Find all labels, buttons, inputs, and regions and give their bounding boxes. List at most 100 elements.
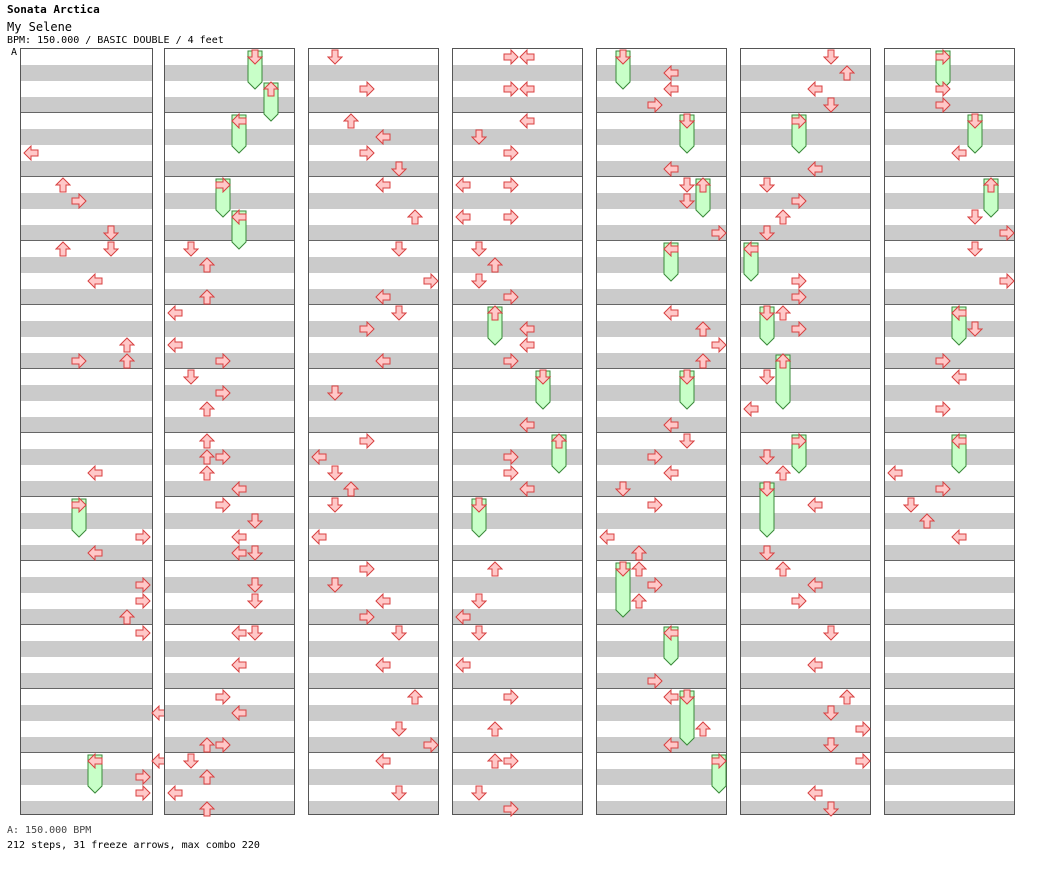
arrow-right-icon	[359, 433, 375, 449]
freeze-head-down-icon	[615, 49, 631, 65]
arrow-right-icon	[215, 385, 231, 401]
measure-line	[597, 304, 726, 305]
arrow-up-icon	[695, 353, 711, 369]
measure-line	[453, 560, 582, 561]
freeze-head-right-icon	[791, 433, 807, 449]
measure-line	[165, 432, 294, 433]
arrow-right-icon	[935, 353, 951, 369]
measure-line	[21, 304, 152, 305]
arrow-right-icon	[791, 193, 807, 209]
measure-line	[453, 112, 582, 113]
arrow-right-icon	[647, 449, 663, 465]
arrow-right-icon	[935, 481, 951, 497]
freeze-arrow-down	[759, 482, 775, 538]
freeze-head-up-icon	[695, 177, 711, 193]
arrow-right-icon	[215, 353, 231, 369]
arrow-left-icon	[663, 161, 679, 177]
arrow-left-icon	[167, 785, 183, 801]
arrow-right-icon	[423, 273, 439, 289]
arrow-right-icon	[503, 753, 519, 769]
arrow-right-icon	[215, 737, 231, 753]
arrow-left-icon	[231, 545, 247, 561]
arrow-down-icon	[471, 785, 487, 801]
arrow-up-icon	[343, 113, 359, 129]
arrow-up-icon	[631, 561, 647, 577]
arrow-left-icon	[231, 705, 247, 721]
arrow-left-icon	[951, 369, 967, 385]
chart-column-5	[596, 48, 727, 815]
arrow-right-icon	[71, 193, 87, 209]
arrow-right-icon	[999, 273, 1015, 289]
arrow-right-icon	[999, 225, 1015, 241]
freeze-head-up-icon	[775, 353, 791, 369]
arrow-down-icon	[967, 241, 983, 257]
arrow-right-icon	[647, 97, 663, 113]
arrow-left-icon	[375, 289, 391, 305]
freeze-head-up-icon	[263, 81, 279, 97]
measure-line	[453, 688, 582, 689]
measure-line	[165, 496, 294, 497]
measure-line	[309, 560, 438, 561]
arrow-left-icon	[807, 497, 823, 513]
arrow-left-icon	[311, 529, 327, 545]
arrow-left-icon	[87, 545, 103, 561]
arrow-down-icon	[967, 209, 983, 225]
arrow-right-icon	[647, 577, 663, 593]
arrow-left-icon	[23, 145, 39, 161]
chart-column-3	[308, 48, 439, 815]
arrow-down-icon	[247, 513, 263, 529]
arrow-down-icon	[759, 369, 775, 385]
measure-line	[741, 496, 870, 497]
arrow-right-icon	[503, 801, 519, 817]
measure-line	[21, 560, 152, 561]
arrow-left-icon	[663, 81, 679, 97]
measure-line	[741, 176, 870, 177]
arrow-up-icon	[919, 513, 935, 529]
measure-line	[165, 624, 294, 625]
measure-line	[885, 112, 1014, 113]
freeze-head-down-icon	[679, 689, 695, 705]
arrow-right-icon	[359, 321, 375, 337]
freeze-head-left-icon	[951, 433, 967, 449]
arrow-right-icon	[791, 289, 807, 305]
chart-column-7	[884, 48, 1015, 815]
measure-line	[885, 496, 1014, 497]
arrow-up-icon	[407, 209, 423, 225]
freeze-head-right-icon	[711, 753, 727, 769]
arrow-right-icon	[135, 769, 151, 785]
freeze-head-down-icon	[471, 497, 487, 513]
measure-line	[21, 688, 152, 689]
arrow-up-icon	[839, 689, 855, 705]
arrow-left-icon	[87, 465, 103, 481]
arrow-right-icon	[711, 225, 727, 241]
measure-line	[885, 560, 1014, 561]
freeze-head-down-icon	[615, 561, 631, 577]
arrow-left-icon	[455, 657, 471, 673]
measure-line	[21, 176, 152, 177]
artist-name: Sonata Arctica	[7, 3, 100, 16]
arrow-left-icon	[311, 449, 327, 465]
freeze-head-down-icon	[967, 113, 983, 129]
measure-line	[885, 240, 1014, 241]
bpm-marker: A	[11, 47, 18, 58]
arrow-right-icon	[215, 689, 231, 705]
measure-line	[885, 752, 1014, 753]
arrow-left-icon	[663, 737, 679, 753]
arrow-right-icon	[359, 81, 375, 97]
arrow-up-icon	[55, 241, 71, 257]
arrow-down-icon	[823, 801, 839, 817]
arrow-up-icon	[695, 721, 711, 737]
measure-line	[309, 432, 438, 433]
measure-line	[741, 688, 870, 689]
song-title: My Selene	[7, 20, 73, 34]
arrow-up-icon	[199, 769, 215, 785]
measure-line	[165, 240, 294, 241]
measure-line	[741, 112, 870, 113]
arrow-up-icon	[695, 321, 711, 337]
freeze-head-down-icon	[535, 369, 551, 385]
arrow-left-icon	[519, 481, 535, 497]
arrow-up-icon	[119, 353, 135, 369]
arrow-down-icon	[471, 593, 487, 609]
measure-line	[21, 624, 152, 625]
measure-line	[21, 752, 152, 753]
